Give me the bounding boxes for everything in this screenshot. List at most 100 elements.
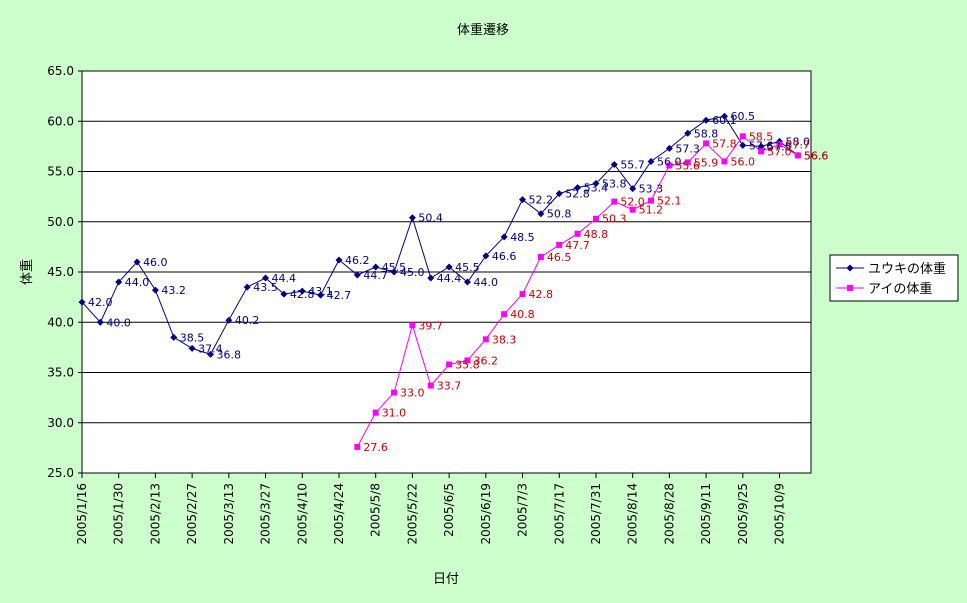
data-point [592, 180, 600, 188]
data-label: 43.5 [253, 281, 277, 294]
x-tick-label: 2005/4/24 [332, 483, 346, 545]
data-label: 48.8 [584, 228, 609, 241]
data-point [262, 274, 270, 282]
legend-box [829, 254, 959, 302]
data-point [500, 233, 508, 241]
data-label: 44.0 [473, 276, 498, 289]
data-point [133, 258, 141, 266]
x-tick-label: 2005/8/28 [662, 483, 676, 545]
data-label: 27.6 [363, 441, 388, 454]
data-point [720, 112, 728, 120]
data-label: 50.8 [547, 208, 572, 221]
data-point [115, 278, 123, 286]
data-point [757, 142, 765, 150]
data-point [317, 291, 325, 299]
data-point [482, 252, 490, 260]
data-label: 48.5 [510, 231, 535, 244]
x-tick-label: 2005/4/10 [295, 483, 309, 545]
x-tick-label: 2005/9/25 [736, 483, 750, 545]
x-tick-label: 2005/1/16 [75, 483, 89, 545]
data-point [390, 268, 398, 276]
data-point [574, 230, 581, 237]
data-point [170, 333, 178, 341]
series-layer [78, 112, 802, 450]
x-tick-label: 2005/5/22 [405, 483, 419, 545]
x-tick-label: 2005/6/5 [442, 483, 456, 537]
legend-marker [847, 285, 853, 291]
data-point [354, 443, 361, 450]
data-point [703, 140, 710, 147]
y-axis-title: 体重 [19, 259, 35, 285]
data-point [464, 357, 471, 364]
data-label: 51.2 [639, 204, 664, 217]
data-label: 44.7 [363, 269, 388, 282]
data-label: 46.0 [143, 256, 168, 269]
data-point [519, 196, 527, 204]
data-label: 53.4 [584, 182, 609, 195]
data-point [188, 344, 196, 352]
data-label: 33.0 [400, 387, 425, 400]
data-point [372, 409, 379, 416]
data-point [519, 291, 526, 298]
data-point [427, 382, 434, 389]
x-tick-label: 2005/5/8 [369, 483, 383, 537]
data-label: 44.4 [437, 272, 462, 285]
data-label: 53.8 [602, 178, 627, 191]
data-label: 55.6 [675, 159, 700, 172]
data-point [665, 144, 673, 152]
gridlines [82, 120, 811, 424]
data-label: 45.5 [455, 261, 480, 274]
data-label: 33.7 [437, 380, 462, 393]
data-point [353, 271, 361, 279]
data-label: 42.0 [88, 296, 113, 309]
y-tick-label: 40.0 [47, 315, 74, 329]
y-tick-label: 35.0 [47, 366, 74, 380]
data-label: 40.8 [510, 308, 535, 321]
data-label: 57.8 [712, 137, 737, 150]
data-label: 58.8 [694, 127, 719, 140]
data-label: 58.0 [786, 135, 811, 148]
data-point [592, 215, 599, 222]
x-tick-label: 2005/2/13 [148, 483, 162, 545]
data-label: 47.7 [565, 239, 590, 252]
y-tick-label: 50.0 [47, 215, 74, 229]
x-tick-label: 2005/7/17 [552, 483, 566, 545]
series-line-0 [81, 115, 799, 356]
data-label: 52.0 [620, 196, 645, 209]
data-point [556, 241, 563, 248]
x-tick-label: 2005/1/30 [112, 483, 126, 545]
data-label: 57.3 [675, 142, 700, 155]
data-point [647, 157, 655, 165]
data-label: 37.4 [198, 342, 223, 355]
legend-label: アイの体重 [868, 281, 932, 297]
data-label: 52.1 [657, 195, 682, 208]
data-label: 42.8 [529, 288, 554, 301]
data-point [611, 198, 618, 205]
data-label: 36.2 [473, 354, 498, 367]
data-label: 45.5 [382, 261, 407, 274]
data-label: 57.0 [767, 145, 792, 158]
data-label: 50.3 [602, 213, 627, 226]
data-point [610, 160, 618, 168]
data-point [666, 162, 673, 169]
data-point [445, 263, 453, 271]
y-tick-label: 45.0 [47, 265, 74, 279]
data-point [684, 159, 691, 166]
data-label: 46.5 [547, 251, 572, 264]
data-point [739, 133, 746, 140]
data-label: 56.0 [657, 155, 682, 168]
data-label: 50.4 [418, 212, 443, 225]
data-label: 55.7 [620, 158, 645, 171]
data-label: 57.7 [786, 138, 811, 151]
data-point [574, 184, 582, 192]
data-label: 57.5 [767, 140, 792, 153]
x-tick-label: 2005/3/27 [259, 483, 273, 545]
data-label: 52.2 [529, 194, 554, 207]
data-point [463, 278, 471, 286]
data-label: 53.3 [639, 183, 664, 196]
x-tick-label: 2005/2/27 [185, 483, 199, 545]
data-label: 44.4 [272, 272, 297, 285]
x-tick-label: 2005/7/3 [516, 483, 530, 537]
